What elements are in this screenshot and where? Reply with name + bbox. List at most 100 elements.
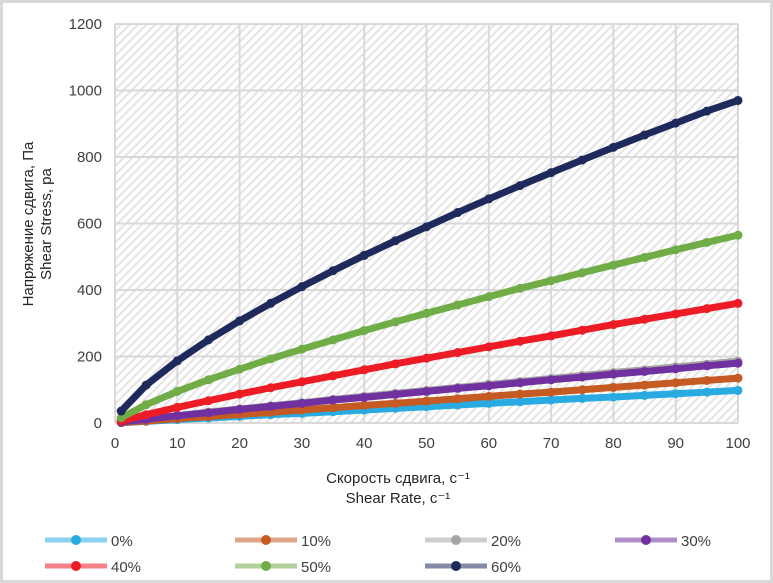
data-point [235,364,245,374]
data-point [671,364,681,374]
legend-label: 60% [491,559,521,576]
data-point [640,314,650,324]
data-point [297,282,307,292]
data-point [484,342,494,352]
x-tick-label: 80 [605,435,622,452]
data-point [141,410,151,420]
legend-item: 0% [45,533,133,550]
data-point [640,252,650,262]
x-axis-title-line2: Shear Rate, с⁻¹ [346,490,451,507]
data-point [515,336,525,346]
data-point [390,236,400,246]
legend-item: 10% [235,533,331,550]
data-point [515,283,525,293]
data-point [671,245,681,255]
data-point [422,308,431,318]
data-point [235,389,245,399]
data-point [328,395,338,405]
data-point [546,375,556,385]
x-tick-label: 20 [231,435,248,452]
y-axis-title-line1: Напряжение сдвига, Па [20,141,37,306]
data-point [390,398,400,408]
data-point [453,208,463,218]
data-point [546,276,556,286]
legend-swatch-marker [71,535,81,545]
data-point [608,260,618,270]
data-point [546,168,556,178]
x-tick-label: 30 [294,435,311,452]
legend-swatch-marker [451,535,461,545]
data-point [515,378,525,388]
data-point [640,390,650,400]
data-point [484,391,494,401]
data-point [640,366,650,376]
data-point [577,325,587,335]
data-point [577,268,587,278]
data-point [453,348,463,358]
data-point [453,383,463,393]
y-tick-label: 800 [77,149,102,166]
data-point [359,392,369,402]
legend-item: 30% [615,533,711,550]
legend-swatch-marker [71,561,81,571]
y-tick-label: 200 [77,349,102,366]
x-tick-label: 0 [111,435,119,452]
data-point [297,398,307,408]
data-point [546,387,556,397]
data-point [484,194,494,204]
legend-label: 20% [491,533,521,550]
data-point [359,400,369,410]
y-tick-label: 1000 [69,83,102,100]
data-point [702,387,712,397]
data-point [266,298,276,308]
data-point [390,317,400,327]
data-point [422,222,431,232]
data-point [203,396,213,406]
data-point [422,386,431,396]
data-point [640,380,650,390]
data-point [515,389,525,399]
data-point [577,393,587,403]
data-point [203,375,213,385]
data-point [702,375,712,385]
data-point [702,237,712,247]
data-point [328,335,338,345]
legend-label: 30% [681,533,711,550]
data-point [359,326,369,336]
data-point [328,266,338,276]
data-point [608,320,618,330]
data-point [484,292,494,302]
data-point [235,404,245,414]
y-tick-label: 600 [77,216,102,233]
data-point [297,405,307,415]
data-point [608,142,618,152]
y-axis-title-line2: Shear Stress, pa [38,167,55,279]
data-point [702,361,712,371]
legend-swatch-marker [261,535,271,545]
legend: 0% 10% 20% 30% 40% 50% 60% [45,533,711,576]
x-tick-label: 70 [543,435,560,452]
data-point [733,373,743,383]
x-tick-label: 100 [725,435,750,452]
data-point [733,385,743,395]
x-axis-title-line1: Скорость сдвига, с⁻¹ [326,470,470,487]
data-point [733,358,743,368]
data-point [484,381,494,391]
data-point [608,369,618,379]
legend-swatch-marker [641,535,651,545]
data-point [515,397,525,407]
y-tick-label: 1200 [69,16,102,33]
data-point [172,411,182,421]
data-point [390,359,400,369]
data-point [141,380,151,390]
data-point [733,298,743,308]
legend-item: 50% [235,559,331,576]
y-tick-label: 400 [77,282,102,299]
data-point [266,383,276,393]
data-point [484,398,494,408]
x-tick-label: 60 [480,435,497,452]
data-point [453,394,463,404]
data-point [235,316,245,326]
legend-item: 40% [45,559,141,576]
